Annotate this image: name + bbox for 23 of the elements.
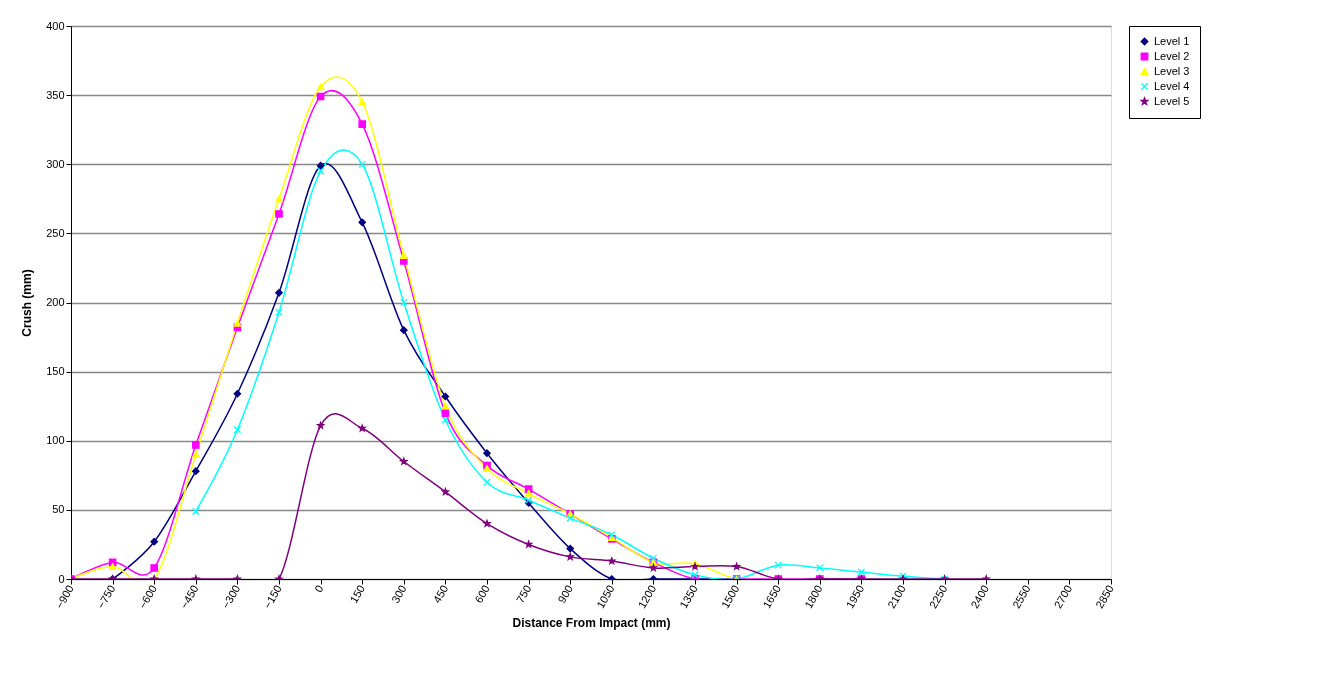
y-tick-label: 150: [46, 365, 65, 378]
x-axis-title: Distance From Impact (mm): [512, 616, 671, 631]
legend-label: Level 1: [1154, 34, 1190, 47]
x-tick-label: 450: [430, 583, 451, 605]
y-tick-label: 100: [46, 434, 65, 447]
x-tick-label: 0: [311, 583, 326, 595]
y-tick-label: 0: [58, 572, 65, 585]
legend-label: Level 3: [1154, 64, 1190, 77]
y-axis-title: Crush (mm): [20, 269, 35, 337]
x-tick-label: 600: [472, 583, 492, 605]
legend-label: Level 5: [1154, 94, 1190, 107]
x-tick-label: 750: [513, 583, 534, 605]
y-tick-label: 250: [46, 226, 65, 239]
y-tick-label: 200: [46, 296, 65, 308]
y-tick-label: 50: [52, 503, 65, 516]
legend-label: Level 4: [1154, 79, 1190, 92]
x-tick-label: 300: [389, 583, 409, 605]
y-tick-label: 400: [46, 19, 65, 32]
x-tick-label: 900: [555, 583, 576, 605]
x-tick-label: 150: [347, 583, 368, 605]
y-tick-label: 300: [46, 157, 65, 170]
legend-label: Level 2: [1154, 49, 1190, 62]
y-tick-label: 350: [46, 88, 65, 101]
